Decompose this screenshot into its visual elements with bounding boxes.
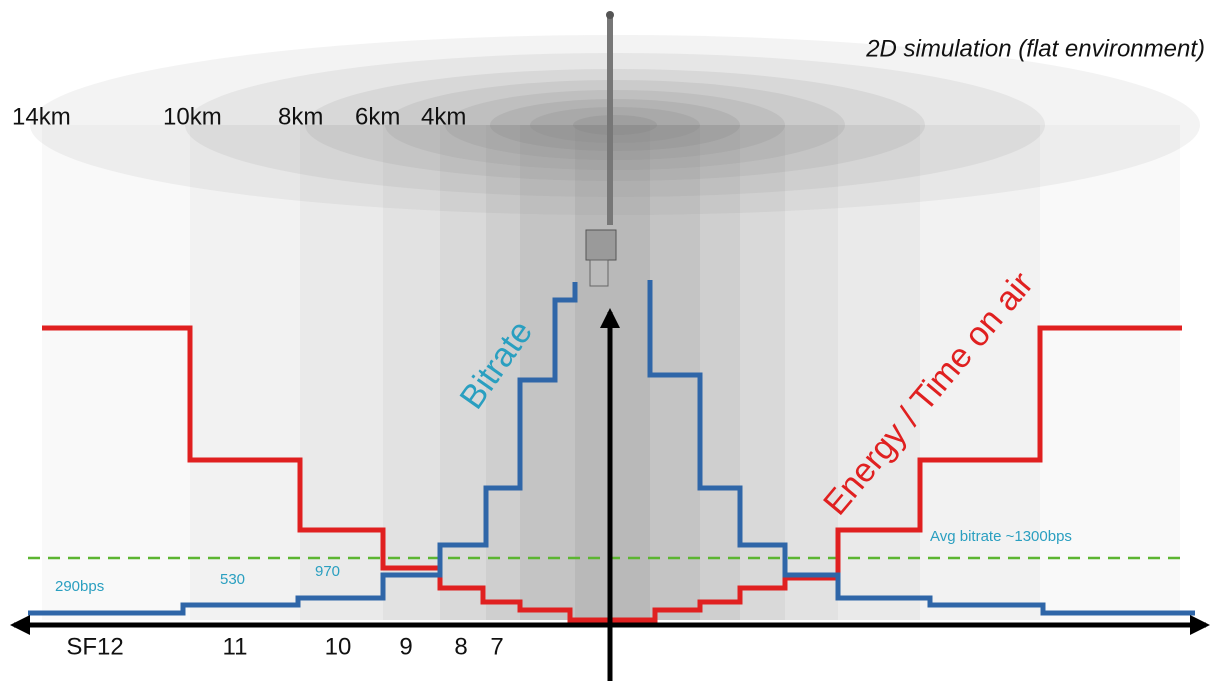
distance-label: 14km bbox=[12, 103, 71, 130]
sf-label: SF12 bbox=[66, 633, 123, 660]
bitrate-value-label: 970 bbox=[315, 563, 340, 580]
sf-label: 9 bbox=[399, 633, 412, 660]
distance-label: 8km bbox=[278, 103, 323, 130]
coverage-rings bbox=[30, 35, 1200, 215]
bitrate-curve bbox=[28, 282, 578, 616]
sf-label: 11 bbox=[223, 633, 248, 660]
coverage-bands bbox=[42, 125, 1180, 620]
sf-label: 8 bbox=[454, 633, 467, 660]
bitrate-value-label: 530 bbox=[220, 571, 245, 588]
distance-label: 10km bbox=[163, 103, 222, 130]
average-label: Avg bitrate ~1300bps bbox=[930, 528, 1072, 545]
distance-label: 4km bbox=[421, 103, 466, 130]
sf-label: 7 bbox=[490, 633, 503, 660]
antenna bbox=[585, 11, 617, 287]
bitrate-value-label: 290bps bbox=[55, 578, 104, 595]
title: 2D simulation (flat environment) bbox=[865, 35, 1205, 62]
distance-label: 6km bbox=[355, 103, 400, 130]
bitrate-curve bbox=[647, 280, 1195, 616]
sf-label: 10 bbox=[325, 633, 352, 660]
